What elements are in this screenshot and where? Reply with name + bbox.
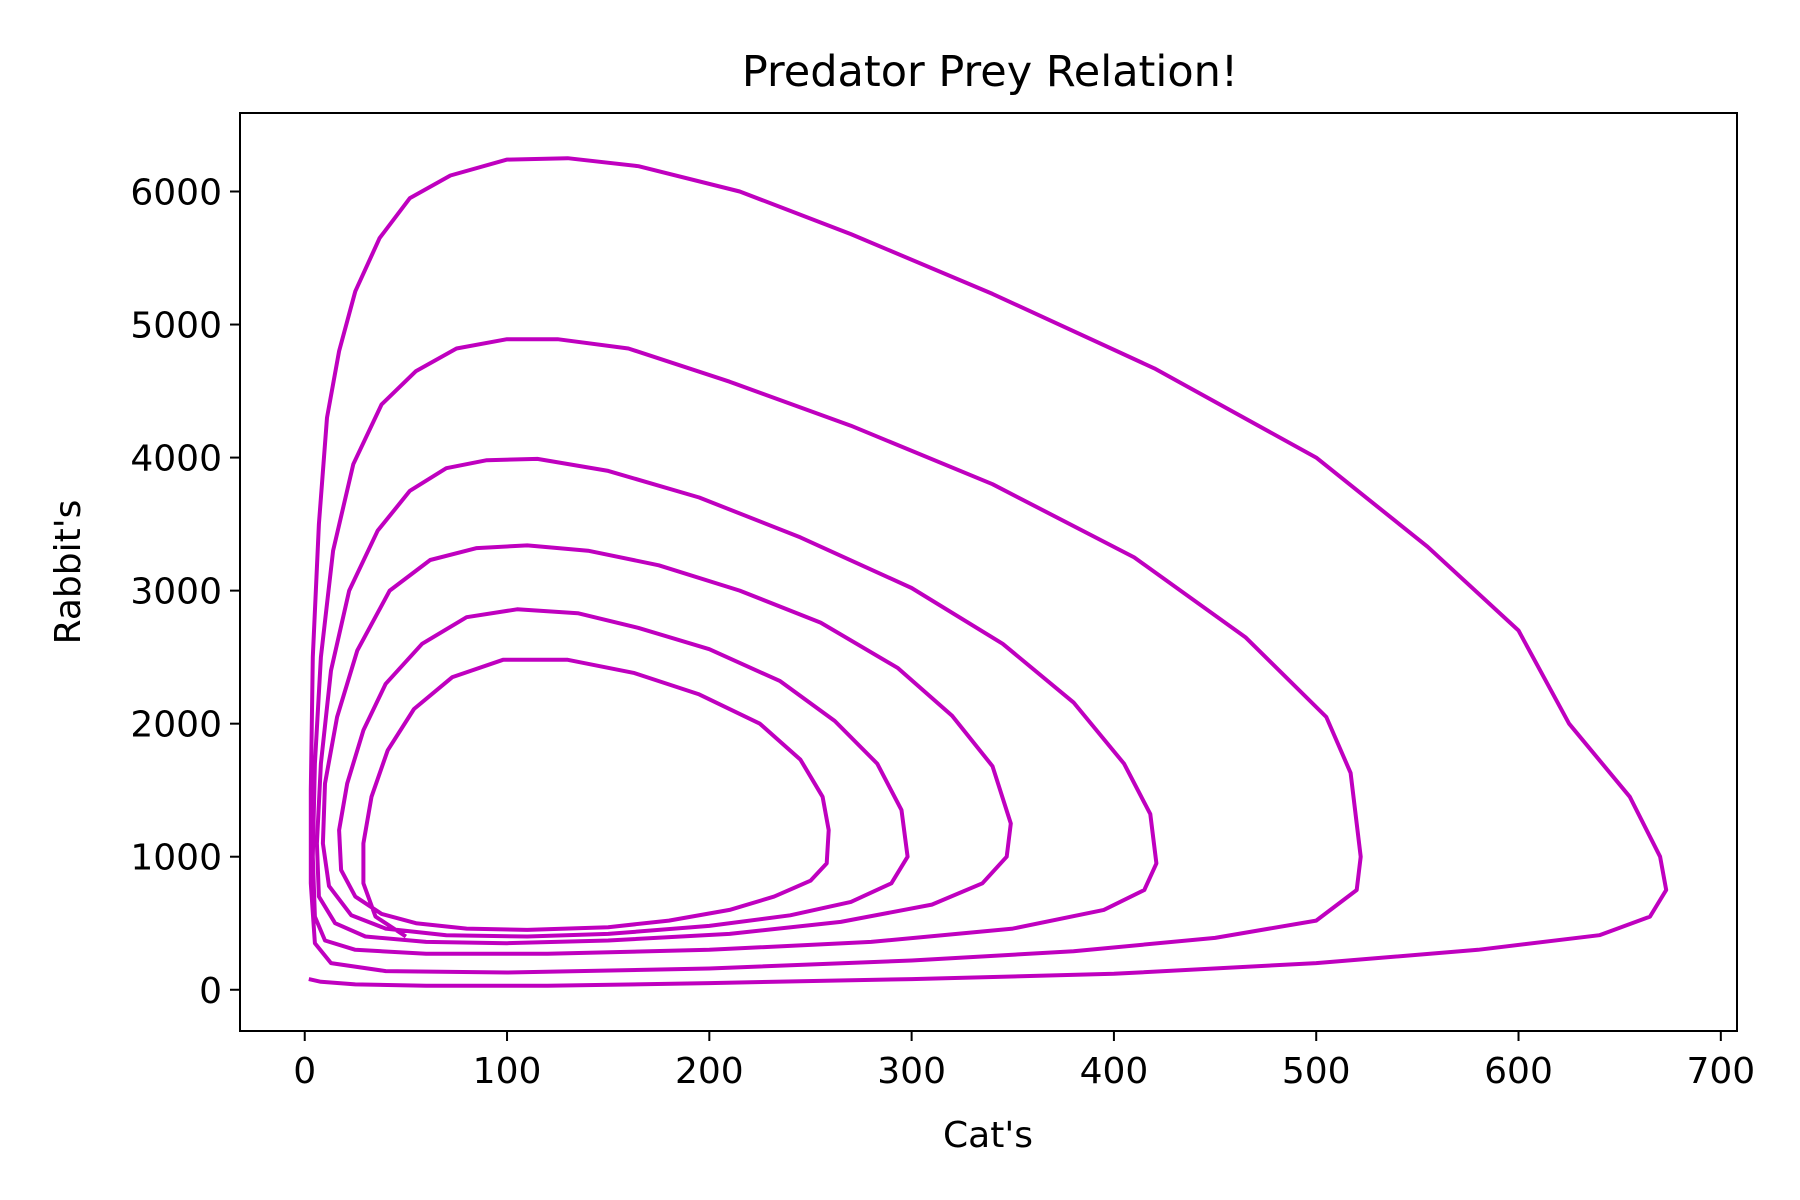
- series-line-0: [308, 156, 1669, 988]
- x-tick-label: 400: [1080, 1051, 1149, 1092]
- plot-area: [308, 156, 1669, 988]
- y-tick-label: 0: [199, 971, 222, 1012]
- chart-title: Predator Prey Relation!: [742, 47, 1238, 97]
- y-tick-label: 2000: [130, 705, 222, 746]
- x-tick-label: 0: [293, 1051, 316, 1092]
- x-tick-label: 600: [1484, 1051, 1553, 1092]
- x-axis: 0 100 200 300 400 500 600 700: [293, 1031, 1755, 1092]
- y-tick-label: 3000: [130, 572, 222, 613]
- y-tick-label: 6000: [130, 172, 222, 213]
- y-tick-label: 4000: [130, 439, 222, 480]
- x-tick-label: 100: [473, 1051, 542, 1092]
- axes-frame: [239, 112, 1738, 1032]
- y-tick-label: 5000: [130, 306, 222, 347]
- y-axis: 0 1000 2000 3000 4000 5000 6000: [130, 172, 240, 1012]
- x-axis-title: Cat's: [943, 1115, 1033, 1156]
- x-tick-label: 300: [877, 1051, 946, 1092]
- y-axis-title: Rabbit's: [48, 500, 89, 645]
- x-tick-label: 200: [675, 1051, 744, 1092]
- x-tick-label: 500: [1282, 1051, 1351, 1092]
- y-tick-label: 1000: [130, 838, 222, 879]
- x-tick-label: 700: [1686, 1051, 1755, 1092]
